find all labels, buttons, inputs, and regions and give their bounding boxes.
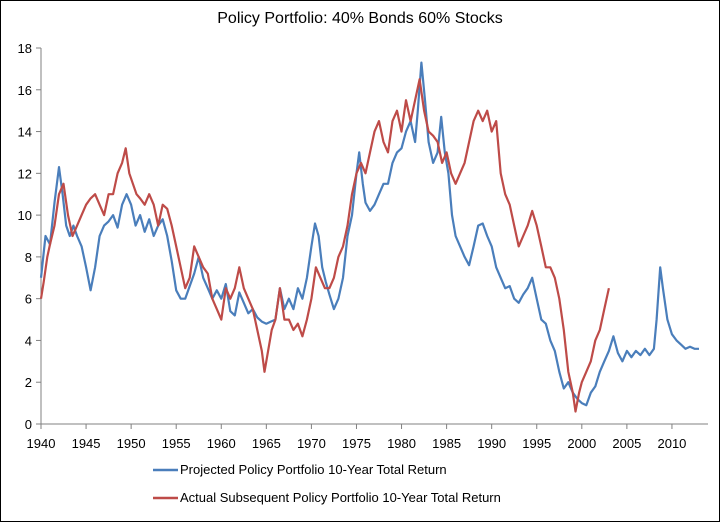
y-tick-label: 16 (18, 83, 32, 98)
x-tick-label: 1975 (342, 436, 371, 451)
y-tick-label: 18 (18, 41, 32, 56)
x-tick-label: 2000 (567, 436, 596, 451)
y-tick-label: 14 (18, 125, 32, 140)
x-tick-label: 1985 (432, 436, 461, 451)
y-tick-label: 2 (25, 375, 32, 390)
x-tick-label: 1980 (387, 436, 416, 451)
chart-legend: Projected Policy Portfolio 10-Year Total… (153, 462, 501, 505)
x-tick-label: 1960 (207, 436, 236, 451)
actual-return-line (39, 78, 610, 413)
x-tick-label: 2010 (657, 436, 686, 451)
x-tick-label: 1995 (522, 436, 551, 451)
x-tick-label: 1940 (27, 436, 56, 451)
chart-title: Policy Portfolio: 40% Bonds 60% Stocks (217, 10, 503, 27)
y-tick-label: 8 (25, 250, 32, 265)
projected-return-line (39, 61, 699, 407)
x-tick-label: 2005 (612, 436, 641, 451)
chart-lines (39, 61, 699, 413)
legend-label-projected: Projected Policy Portfolio 10-Year Total… (180, 462, 447, 477)
y-tick-label: 0 (25, 417, 32, 432)
x-tick-label: 1970 (297, 436, 326, 451)
y-tick-label: 10 (18, 208, 32, 223)
x-tick-label: 1990 (477, 436, 506, 451)
y-tick-label: 6 (25, 292, 32, 307)
y-tick-label: 12 (18, 166, 32, 181)
x-tick-label: 1965 (252, 436, 281, 451)
y-tick-label: 4 (25, 333, 32, 348)
x-tick-label: 1945 (72, 436, 101, 451)
chart-axes: 0 2 4 6 8 10 12 14 16 18 1940 1945 1950 1955 1960 1965 1… (18, 41, 708, 451)
x-tick-label: 1950 (117, 436, 146, 451)
legend-label-actual: Actual Subsequent Policy Portfolio 10-Ye… (180, 490, 501, 505)
x-tick-label: 1955 (162, 436, 191, 451)
